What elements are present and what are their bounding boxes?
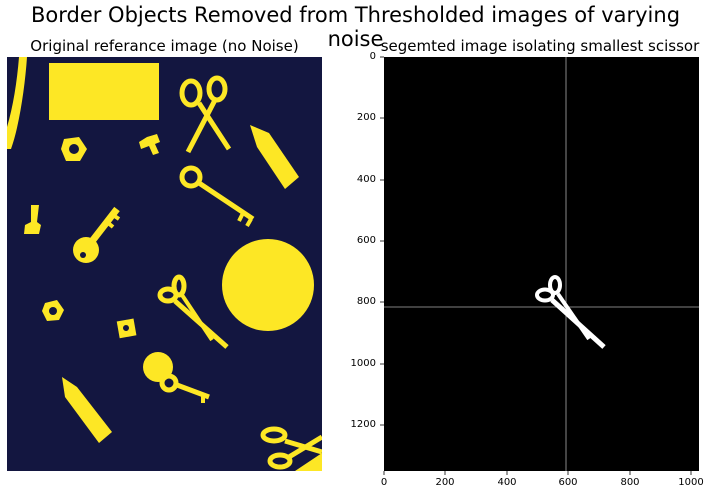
t-shape-object [139, 134, 160, 155]
reference-image-panel [7, 57, 324, 471]
x-tick-label: 1000 [678, 477, 704, 488]
pencil-object-1 [250, 125, 299, 189]
x-tick-label: 200 [435, 477, 455, 488]
circle-object [222, 239, 314, 331]
x-tick-label: 800 [620, 477, 640, 488]
scissors-object [535, 275, 606, 349]
y-tick-label: 600 [356, 235, 376, 246]
curved-bar-object [7, 57, 27, 149]
x-tick-label: 400 [497, 477, 517, 488]
right-panel-title: segemted image isolating smallest scisso… [380, 37, 700, 55]
segmented-background [384, 57, 699, 471]
key-object-1 [179, 165, 255, 227]
scissors-object-1 [179, 75, 232, 154]
y-tick-label: 200 [356, 112, 376, 123]
key-object-3 [143, 352, 210, 403]
pencil-object-2 [62, 377, 112, 443]
x-tick-label: 600 [558, 477, 578, 488]
key-object-2 [73, 206, 121, 263]
small-key-object [24, 205, 41, 234]
scissors-object-3 [260, 426, 324, 470]
segmented-image-panel [384, 57, 699, 471]
y-tick-label: 1200 [350, 419, 376, 430]
y-tick-label: 800 [356, 296, 376, 307]
y-tick-label: 1000 [350, 358, 376, 369]
left-panel-title: Original referance image (no Noise) [30, 37, 299, 55]
scissors-object-2 [157, 274, 229, 349]
x-tick-label: 0 [380, 477, 388, 488]
reference-image [7, 57, 324, 471]
figure-title: Border Objects Removed from Thresholded … [30, 3, 681, 51]
y-tick-label: 400 [356, 174, 376, 185]
y-tick-label: 0 [369, 51, 376, 62]
rectangle-object [49, 63, 159, 120]
segmented-image [384, 57, 699, 471]
